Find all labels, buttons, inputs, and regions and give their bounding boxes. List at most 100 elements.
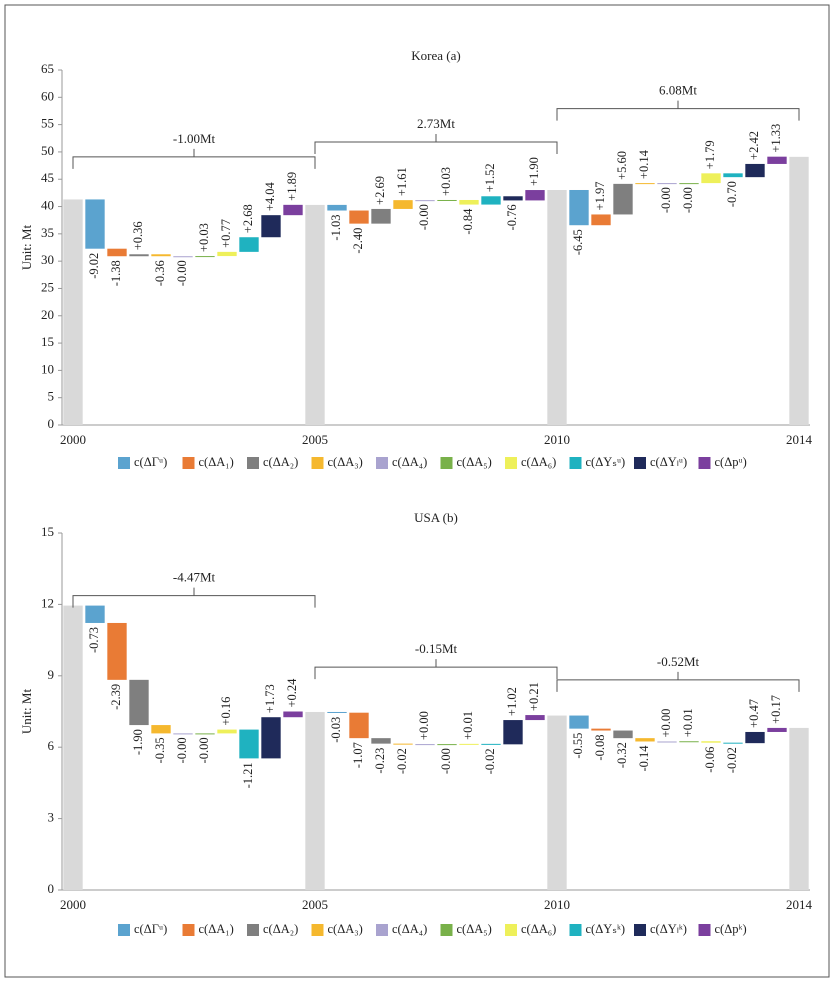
legend-swatch — [118, 457, 130, 469]
delta-bar — [349, 210, 369, 224]
value-label: +1.02 — [505, 687, 519, 716]
value-label: -0.23 — [373, 748, 387, 774]
delta-bar — [173, 733, 193, 735]
page-border — [4, 4, 830, 978]
legend-label: c(ΔA₁) — [199, 922, 234, 936]
change-bracket — [314, 659, 558, 680]
legend-label: c(ΔYₗᵘ) — [650, 455, 687, 469]
delta-bar — [393, 743, 413, 745]
value-label: +1.33 — [769, 124, 783, 153]
value-label: +0.21 — [527, 682, 541, 711]
legend-swatch — [376, 924, 388, 936]
value-label: +0.01 — [461, 711, 475, 740]
value-label: -0.00 — [197, 737, 211, 763]
delta-bar — [723, 173, 743, 178]
x-tick-label: 2010 — [544, 897, 570, 912]
delta-bar — [459, 743, 479, 745]
change-label: -0.52Mt — [657, 654, 700, 669]
value-label: -0.00 — [175, 737, 189, 763]
value-label: -0.00 — [175, 260, 189, 286]
delta-bar — [195, 733, 215, 735]
legend-swatch — [698, 924, 711, 936]
y-axis-label: Unit: Mt — [19, 689, 34, 735]
legend-label: c(ΔA₂) — [263, 455, 298, 469]
legend-swatch — [118, 924, 130, 936]
delta-bar — [525, 715, 545, 721]
delta-bar — [151, 254, 171, 257]
x-tick-label: 2010 — [544, 432, 570, 447]
legend-label: c(ΔA₄) — [392, 922, 427, 936]
legend-swatch — [698, 457, 711, 469]
value-label: -0.06 — [703, 747, 717, 773]
total-bar — [547, 715, 567, 890]
legend-swatch — [247, 924, 259, 936]
value-label: -1.21 — [241, 762, 255, 788]
delta-bar — [745, 731, 765, 744]
legend-label: c(ΔA₃) — [328, 455, 363, 469]
delta-bar — [217, 251, 237, 257]
delta-bar — [173, 256, 193, 258]
delta-bar — [591, 728, 611, 731]
x-tick-label: 2005 — [302, 432, 328, 447]
value-label: +0.47 — [747, 699, 761, 728]
value-label: -6.45 — [571, 229, 585, 255]
delta-bar — [349, 712, 369, 739]
y-tick-label: 9 — [48, 667, 55, 682]
value-label: +0.24 — [285, 678, 299, 708]
delta-bar — [129, 254, 149, 257]
value-label: -0.02 — [725, 747, 739, 773]
legend-swatch — [634, 924, 646, 936]
delta-bar — [371, 208, 391, 224]
value-label: +0.16 — [219, 697, 233, 726]
value-label: -0.02 — [395, 748, 409, 774]
change-bracket — [72, 587, 316, 608]
legend-label: c(ΔYₛᵘ) — [586, 455, 626, 469]
value-label: +1.89 — [285, 172, 299, 201]
y-tick-label: 15 — [41, 334, 54, 349]
value-label: -1.07 — [351, 742, 365, 768]
y-tick-label: 0 — [48, 881, 55, 896]
legend-label: c(ΔYₗᵏ) — [650, 922, 687, 936]
value-label: -2.40 — [351, 228, 365, 254]
delta-bar — [107, 248, 127, 257]
value-label: -0.02 — [483, 748, 497, 774]
y-tick-label: 35 — [41, 225, 54, 240]
value-label: -0.70 — [725, 181, 739, 207]
y-tick-label: 30 — [41, 252, 54, 267]
value-label: +0.17 — [769, 695, 783, 724]
y-axis-label: Unit: Mt — [19, 225, 34, 271]
value-label: -1.38 — [109, 260, 123, 286]
value-label: -1.90 — [131, 729, 145, 755]
y-tick-label: 40 — [41, 198, 54, 213]
total-bar — [63, 605, 83, 890]
value-label: +0.77 — [219, 219, 233, 248]
delta-bar — [129, 679, 149, 726]
delta-bar — [701, 173, 721, 184]
delta-bar — [503, 196, 523, 201]
delta-bar — [107, 622, 127, 680]
total-bar — [305, 204, 325, 425]
value-label: -0.84 — [461, 208, 475, 235]
y-tick-label: 20 — [41, 307, 54, 322]
total-bar — [789, 156, 809, 426]
y-tick-label: 45 — [41, 170, 54, 185]
y-tick-label: 15 — [41, 524, 54, 539]
delta-bar — [745, 163, 765, 178]
legend-label: c(ΔA₆) — [521, 922, 556, 936]
delta-bar — [283, 204, 303, 216]
legend-swatch — [182, 457, 195, 469]
delta-bar — [261, 717, 281, 759]
x-tick-label: 2000 — [60, 432, 86, 447]
legend-swatch — [505, 457, 517, 469]
value-label: -0.00 — [659, 187, 673, 213]
delta-bar — [591, 214, 611, 226]
legend-swatch — [247, 457, 259, 469]
x-tick-label: 2000 — [60, 897, 86, 912]
value-label: -0.00 — [417, 204, 431, 230]
value-label: -0.14 — [637, 745, 651, 772]
value-label: -0.00 — [681, 187, 695, 213]
value-label: +4.04 — [263, 181, 277, 211]
y-tick-label: 12 — [41, 595, 54, 610]
value-label: -0.32 — [615, 742, 629, 768]
